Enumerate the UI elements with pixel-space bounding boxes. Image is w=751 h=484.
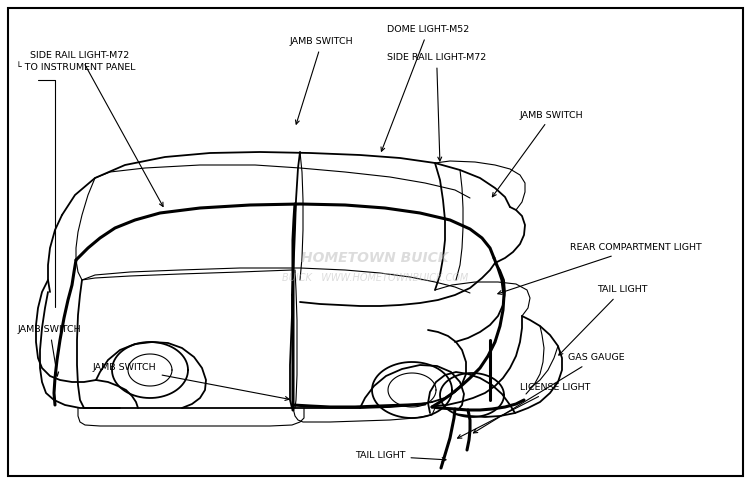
Text: REAR COMPARTMENT LIGHT: REAR COMPARTMENT LIGHT [498, 243, 701, 294]
Text: DOME LIGHT-M52: DOME LIGHT-M52 [381, 26, 469, 151]
Text: JAMB SWITCH: JAMB SWITCH [18, 326, 82, 376]
Text: LICENSE LIGHT: LICENSE LIGHT [457, 383, 590, 438]
Text: JAMB SWITCH: JAMB SWITCH [493, 110, 584, 197]
Text: SIDE RAIL LIGHT-M72: SIDE RAIL LIGHT-M72 [30, 50, 163, 207]
Text: TAIL LIGHT: TAIL LIGHT [355, 452, 446, 461]
Text: SIDE RAIL LIGHT-M72: SIDE RAIL LIGHT-M72 [387, 54, 486, 161]
Text: TAIL LIGHT: TAIL LIGHT [559, 286, 647, 355]
Text: JAMB SWITCH: JAMB SWITCH [290, 37, 354, 124]
Text: JAMB SWITCH: JAMB SWITCH [93, 363, 289, 400]
Text: GAS GAUGE: GAS GAUGE [473, 353, 625, 433]
Text: BUICK   WWW.HOMETOWNBUICK.COM: BUICK WWW.HOMETOWNBUICK.COM [282, 273, 468, 283]
Text: HOMETOWN BUICK: HOMETOWN BUICK [301, 251, 449, 265]
Text: └ TO INSTRUMENT PANEL: └ TO INSTRUMENT PANEL [16, 63, 135, 73]
